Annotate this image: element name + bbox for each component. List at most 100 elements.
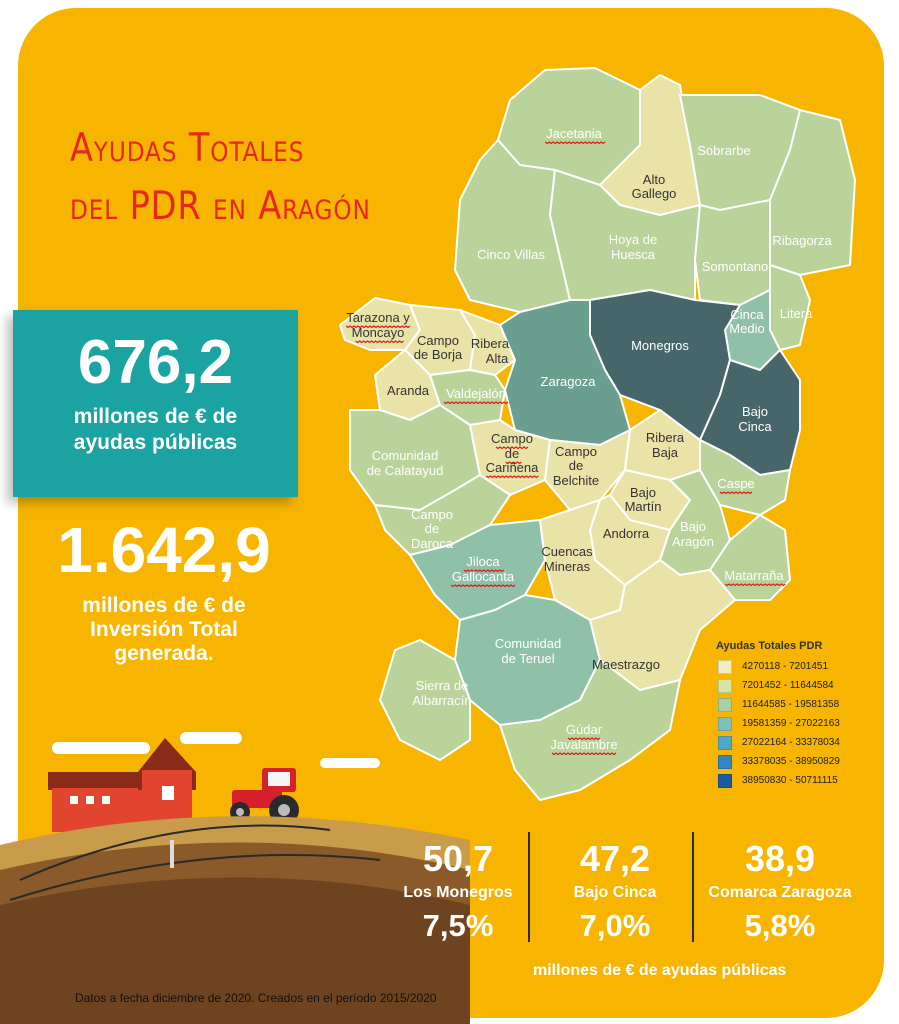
legend-label: 38950830 - 50711115 — [742, 775, 838, 786]
stat-percent: 5,8% — [744, 908, 816, 943]
comarca-label: Litera — [780, 306, 813, 321]
comarca-label: Zaragoza — [541, 374, 597, 389]
comarca-label: Somontano — [702, 259, 769, 274]
investment-caption-line2: Inversión Total — [90, 618, 238, 641]
comarca-label: Cinca — [738, 419, 772, 434]
legend-swatch — [718, 678, 732, 693]
legend-swatch — [718, 659, 732, 674]
comarca-label: Aranda — [387, 383, 430, 398]
legend-label: 11644585 - 19581358 — [742, 699, 840, 710]
comarca-label: Cariñena — [486, 460, 540, 475]
spellcheck-underline — [505, 461, 522, 465]
comarca-label: Javalambre — [550, 737, 617, 752]
spellcheck-underline — [724, 583, 786, 587]
stat-name: Comarca Zaragoza — [708, 884, 852, 901]
legend-swatch — [718, 735, 732, 750]
comarca-label: Maestrazgo — [592, 657, 660, 672]
comarca-shape — [549, 169, 701, 301]
comarca-label: Gallocanta — [452, 569, 515, 584]
comarca-label: Gallego — [632, 186, 677, 201]
spellcheck-underline — [567, 737, 601, 741]
spellcheck-underline — [544, 141, 606, 145]
public-aid-value: 676,2 — [77, 328, 234, 397]
stat-bajo-cinca: 47,2 Bajo Cinca 7,0% — [540, 840, 690, 944]
stat-comarca-zaragoza: 38,9 Comarca Zaragoza 5,8% — [690, 840, 870, 944]
top-regions-unit: millones de € de ayudas públicas — [533, 962, 787, 979]
legend-label: 27022164 - 33378034 — [742, 737, 840, 748]
comarca-label: Ribera — [471, 336, 510, 351]
comarca-shape — [694, 199, 771, 306]
spellcheck-underline — [443, 401, 509, 405]
comarca-label: Sobrarbe — [697, 143, 750, 158]
investment-caption-line3: generada. — [114, 642, 214, 665]
comarca-label: Jiloca — [466, 554, 500, 569]
investment-value: 1.642,9 — [57, 514, 271, 586]
comarca-label: Campo — [555, 444, 597, 459]
comarca-shape — [499, 659, 681, 801]
comarca-shape — [544, 429, 631, 511]
field-illustration — [0, 816, 470, 1024]
spellcheck-underline — [345, 325, 411, 329]
comarca-label: Tarazona y — [346, 310, 410, 325]
comarca-label: Matarraña — [724, 568, 784, 583]
comarca-label: Cinco Villas — [477, 247, 545, 262]
comarca-label: Moncayo — [352, 325, 405, 340]
spellcheck-underline — [463, 569, 505, 573]
comarca-label: Bajo — [742, 404, 768, 419]
comarca-label: Sierra de — [416, 678, 469, 693]
legend-swatch — [718, 697, 732, 712]
comarca-label: Bajo — [630, 485, 656, 500]
comarca-label: Daroca — [411, 536, 454, 551]
comarca-label: de Calatayud — [367, 463, 444, 478]
comarca-label: de Borja — [414, 347, 463, 362]
comarca-label: de — [425, 521, 439, 536]
public-aid-caption-line1: millones de € de — [73, 405, 238, 428]
page-title-line2: del PDR en Aragón — [70, 184, 371, 229]
comarca-shape — [379, 639, 471, 761]
legend-title: Ayudas Totales PDR — [716, 640, 823, 652]
comarca-label: de — [569, 458, 583, 473]
comarca-label: Jacetania — [546, 126, 602, 141]
comarca-label: Ribagorza — [772, 233, 832, 248]
map-legend: Ayudas Totales PDR 4270118 - 7201451 7201… — [700, 640, 870, 790]
comarca-label: Comunidad — [495, 636, 562, 651]
legend-label: 19581359 - 27022163 — [742, 718, 840, 729]
comarca-label: Campo — [491, 431, 533, 446]
public-aid-highlight: 676,2 millones de € de ayudas públicas — [13, 310, 298, 497]
legend-item: 19581359 - 27022163 — [700, 714, 870, 733]
stat-percent: 7,5% — [422, 908, 494, 943]
divider — [528, 832, 530, 942]
comarca-label: Aragón — [672, 534, 714, 549]
comarca-label: Bajo — [680, 519, 706, 534]
stat-percent: 7,0% — [579, 908, 651, 943]
investment-caption-line1: millones de € de — [82, 594, 246, 617]
comarca-label: Comunidad — [372, 448, 439, 463]
spellcheck-underline — [355, 340, 404, 344]
comarca-label: Albarracín — [412, 693, 471, 708]
comarca-label: Baja — [652, 445, 679, 460]
cloud-icon — [52, 732, 380, 768]
comarca-label: Alto — [643, 172, 665, 187]
public-aid-caption-line2: ayudas públicas — [73, 431, 238, 454]
comarca-label: Campo — [411, 507, 453, 522]
comarca-label: de Teruel — [501, 651, 554, 666]
comarca-label: Caspe — [717, 476, 755, 491]
comarca-shape — [409, 519, 546, 621]
comarca-shape — [374, 474, 511, 556]
legend-swatch — [718, 716, 732, 731]
comarca-label: Hoya de — [609, 232, 657, 247]
source-note: Datos a fecha diciembre de 2020. Creados… — [75, 991, 437, 1005]
legend-label: 7201452 - 11644584 — [742, 680, 834, 691]
comarca-label: Campo — [417, 333, 459, 348]
comarca-label: Valdejalón — [446, 386, 506, 401]
stat-name: Bajo Cinca — [573, 884, 657, 901]
comarca-label: Martín — [625, 499, 662, 514]
spellcheck-underline — [495, 446, 529, 450]
comarca-label: Belchite — [553, 473, 599, 488]
comarca-label: Huesca — [611, 247, 656, 262]
legend-label: 4270118 - 7201451 — [742, 661, 829, 672]
stat-value: 47,2 — [579, 838, 651, 879]
legend-label: 33378035 - 38950829 — [742, 756, 840, 767]
